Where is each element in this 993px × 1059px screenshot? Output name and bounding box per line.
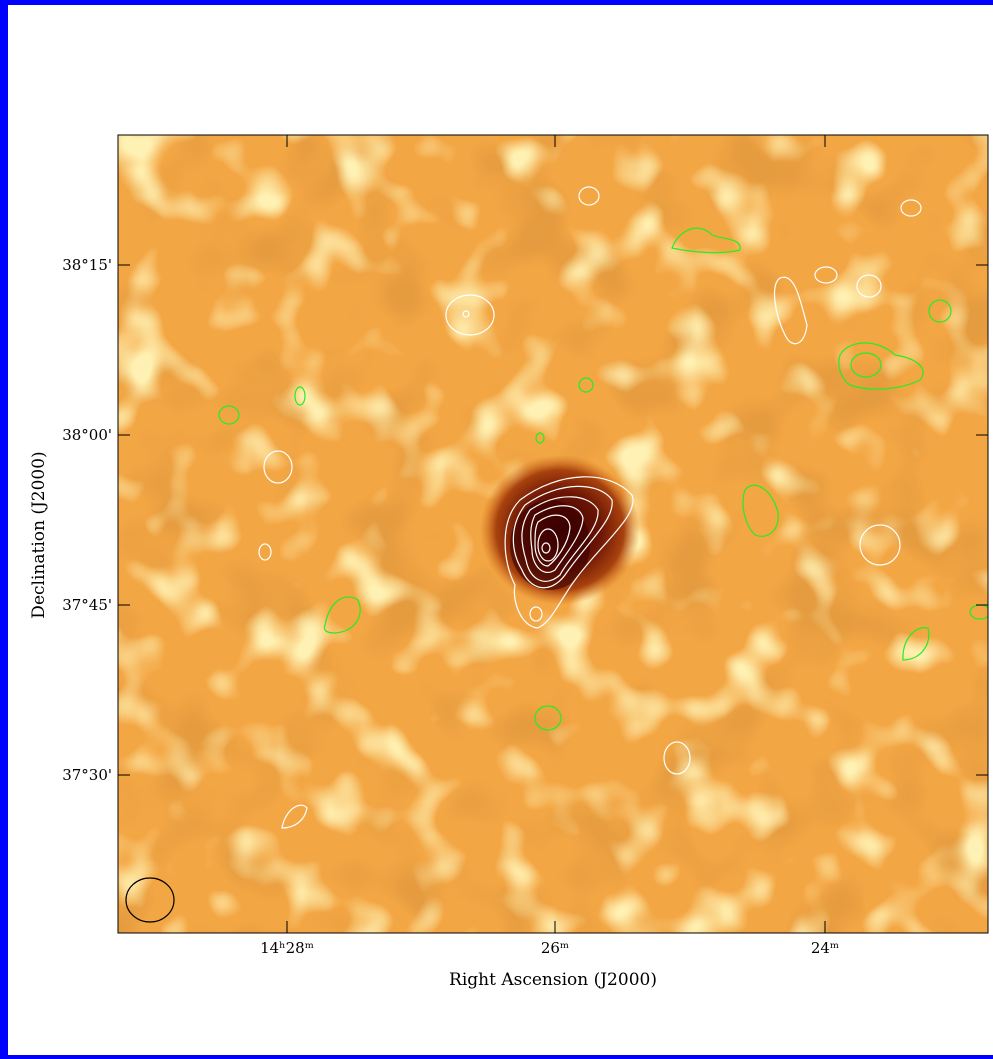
x-axis-title: Right Ascension (J2000) xyxy=(449,970,657,990)
plot-frame xyxy=(117,134,989,934)
y-tick-label: 37°30' xyxy=(62,766,112,784)
y-tick-label: 38°15' xyxy=(62,256,112,274)
x-tick-label: 14ʰ28ᵐ xyxy=(260,939,314,957)
y-tick-label: 38°00' xyxy=(62,426,112,444)
sky-map: 38°15' 38°00' 37°45' 37°30' 14ʰ28ᵐ 26ᵐ 2… xyxy=(29,134,989,990)
y-tick-label: 37°45' xyxy=(62,596,112,614)
image xyxy=(118,135,988,933)
contours-green xyxy=(218,227,988,731)
x-tick-label: 24ᵐ xyxy=(811,939,839,957)
contours-white xyxy=(125,186,922,923)
ticks xyxy=(118,135,988,933)
y-axis-title: Declination (J2000) xyxy=(29,451,49,618)
x-tick-label: 26ᵐ xyxy=(541,939,569,957)
